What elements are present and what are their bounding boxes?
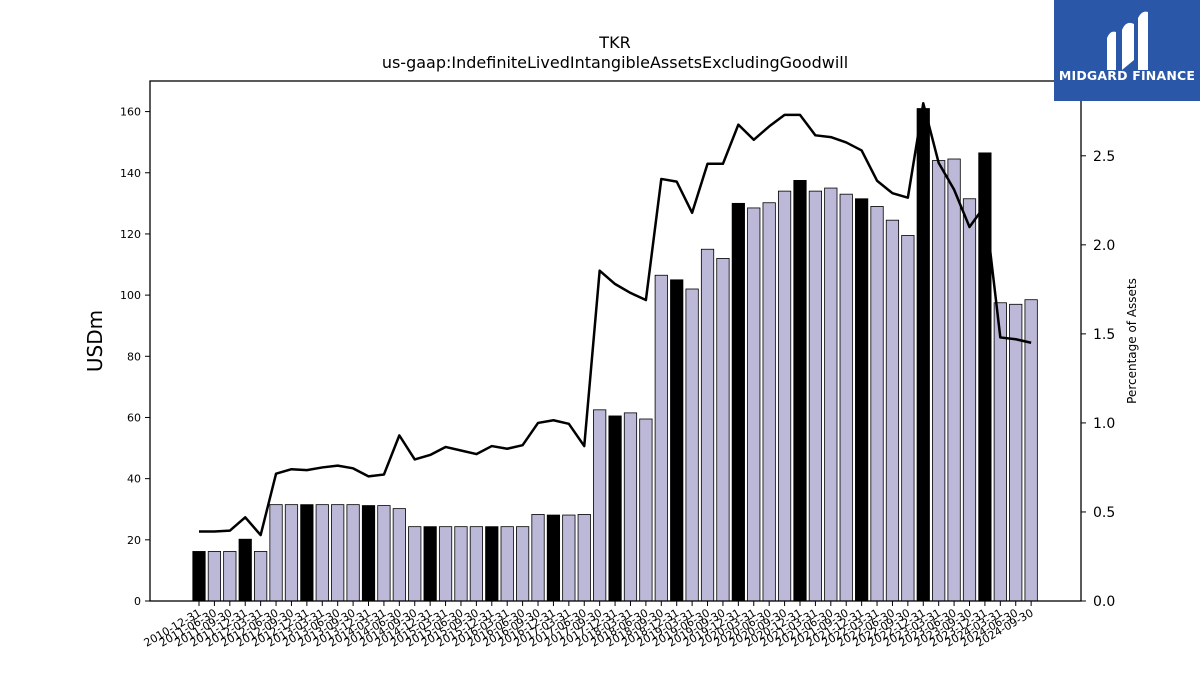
bar xyxy=(300,504,314,602)
line-series xyxy=(199,102,1032,537)
bar xyxy=(777,190,792,602)
bar xyxy=(670,279,684,602)
x-axis: 2010-12-312011-06-302011-09-302011-12-31… xyxy=(142,601,1036,650)
midgard-m-logo-icon xyxy=(1107,11,1148,70)
y2-tick-label: 1.5 xyxy=(1093,327,1115,343)
bar xyxy=(839,193,853,602)
bar xyxy=(516,526,530,602)
bar xyxy=(654,274,668,602)
bar xyxy=(608,415,622,602)
bar xyxy=(438,526,453,602)
bar xyxy=(808,190,823,602)
bar xyxy=(284,504,299,602)
bar xyxy=(623,412,638,602)
y-tick-label: 120 xyxy=(120,228,141,241)
bar xyxy=(700,248,715,602)
bar xyxy=(562,514,576,602)
y2-axis: 0.0 0.5 1.0 1.5 2.0 2.5 xyxy=(1081,149,1115,610)
y2-tick-label: 0.5 xyxy=(1093,505,1115,521)
y-axis-label: USDm xyxy=(83,310,107,372)
bar xyxy=(546,514,561,602)
bar xyxy=(901,235,915,602)
bar xyxy=(392,508,406,602)
chart-subtitle: us-gaap:IndefiniteLivedIntangibleAssetsE… xyxy=(382,53,848,72)
bar xyxy=(824,187,838,602)
y-tick-label: 20 xyxy=(127,534,141,547)
bar xyxy=(531,514,545,602)
bar xyxy=(993,302,1007,602)
percentage-line xyxy=(199,102,1032,537)
bar xyxy=(716,258,730,602)
y-tick-label: 0 xyxy=(134,595,141,608)
bar xyxy=(885,219,900,602)
chart-title: TKR xyxy=(598,33,630,52)
bar xyxy=(978,152,992,602)
bar xyxy=(377,505,391,602)
bar xyxy=(223,551,237,602)
plot-frame xyxy=(149,80,1082,602)
bar xyxy=(870,206,884,602)
bar xyxy=(762,202,776,602)
brand-logo: MIDGARD FINANCE xyxy=(1054,0,1200,101)
bar xyxy=(500,526,514,602)
bar xyxy=(454,526,468,602)
bar xyxy=(731,202,745,602)
y2-tick-label: 0.0 xyxy=(1093,594,1115,610)
y-tick-label: 140 xyxy=(120,167,141,180)
bar xyxy=(947,158,961,602)
bar xyxy=(1024,299,1038,602)
bar xyxy=(962,198,977,602)
bar xyxy=(916,108,930,602)
bar xyxy=(346,504,360,602)
bar xyxy=(207,551,222,602)
bar xyxy=(238,538,252,602)
y2-tick-label: 2.0 xyxy=(1093,238,1115,254)
bar xyxy=(593,409,607,602)
y2-tick-label: 1.0 xyxy=(1093,416,1115,432)
bar xyxy=(269,504,283,602)
bar xyxy=(254,551,268,602)
bar xyxy=(932,160,946,602)
bar xyxy=(577,514,591,602)
y-tick-label: 100 xyxy=(120,289,141,302)
bar xyxy=(469,526,483,602)
brand-name: MIDGARD FINANCE xyxy=(1058,68,1196,83)
bar xyxy=(192,551,206,602)
bar xyxy=(855,198,869,602)
bar xyxy=(747,207,761,602)
bar xyxy=(485,526,499,602)
y-axis: 0 20 40 60 80 100 120 140 160 xyxy=(120,106,150,608)
y-tick-label: 40 xyxy=(127,473,141,486)
bar xyxy=(331,504,345,602)
bar xyxy=(793,180,807,602)
y-tick-label: 60 xyxy=(127,411,141,424)
bar xyxy=(685,288,699,602)
bar xyxy=(639,418,653,602)
bar xyxy=(361,505,376,602)
y-tick-label: 160 xyxy=(120,106,141,119)
y2-tick-label: 2.5 xyxy=(1093,149,1115,165)
bar xyxy=(1009,303,1023,602)
bar xyxy=(408,526,422,602)
bar xyxy=(315,504,329,602)
bar xyxy=(423,526,437,602)
y-tick-label: 80 xyxy=(127,350,141,363)
y2-axis-label: Percentage of Assets xyxy=(1125,278,1139,404)
